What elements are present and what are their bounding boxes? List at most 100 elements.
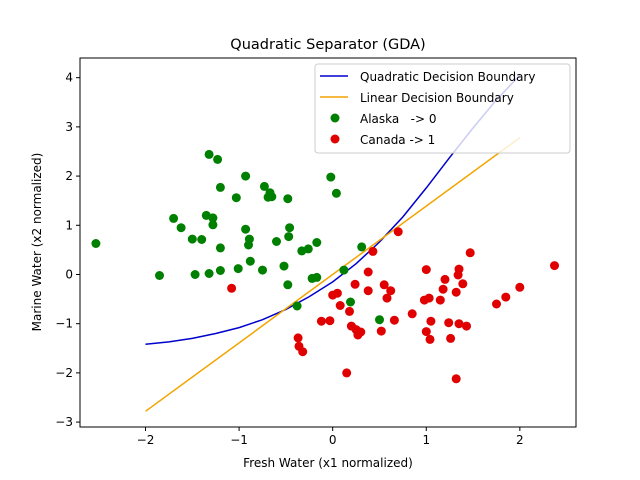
y-tick-label: 3 [65,120,73,134]
alaska-point [204,149,214,159]
plot-content [91,74,559,412]
canada-point [444,318,454,328]
alaska-point [283,194,293,204]
canada-point [293,333,303,343]
x-tick-label: 0 [329,433,337,447]
x-axis-ticks: −2 −1 0 1 2 [137,427,524,447]
y-tick-label: 1 [65,218,73,232]
legend-canada-swatch [330,134,340,144]
alaska-point [331,188,341,198]
alaska-point [285,223,295,233]
linear-boundary-line [145,137,521,412]
y-tick-label: 0 [65,267,73,281]
alaska-point [204,269,214,278]
y-tick-label: −2 [55,366,73,380]
alaska-point [375,315,384,325]
alaska-point [197,235,207,244]
legend-canada-label: Canada -> 1 [360,133,435,147]
alaska-point [241,171,251,181]
canada-point [376,326,386,336]
alaska-point [244,234,254,244]
alaska-point [169,213,179,223]
alaska-point [292,301,302,311]
alaska-point [213,154,223,164]
canada-point [426,316,436,326]
alaska-point [279,261,289,271]
y-tick-label: −1 [55,317,73,331]
canada-point [316,316,326,326]
alaska-point [231,193,241,203]
x-axis-label: Fresh Water (x1 normalized) [243,456,413,470]
canada-point [368,246,378,256]
canada-point [446,333,456,343]
canada-point [501,292,511,302]
canada-point [382,293,392,303]
alaska-point [215,243,225,253]
alaska-point [245,256,255,266]
alaska-point [263,192,273,202]
canada-point [550,261,559,271]
alaska-point [326,172,336,182]
canada-point [393,227,403,237]
y-tick-label: 4 [65,71,73,85]
data-points [91,149,559,384]
alaska-point [284,232,294,242]
alaska-point [312,238,322,247]
y-tick-label: 2 [65,169,73,183]
alaska-point [208,213,218,223]
legend-quadratic-label: Quadratic Decision Boundary [360,70,535,84]
alaska-point [357,242,367,252]
canada-point [438,284,448,294]
canada-point [451,374,461,384]
alaska-point [215,182,225,192]
canada-point [454,319,464,329]
alaska-point [215,266,225,275]
x-tick-label: −2 [137,433,155,447]
canada-point [440,274,450,284]
legend: Quadratic Decision Boundary Linear Decis… [314,63,571,154]
alaska-point [258,265,267,275]
x-tick-label: −1 [230,433,248,447]
canada-point [342,368,352,378]
canada-point [363,267,373,277]
canada-point [492,299,501,309]
alaska-point [190,270,200,279]
legend-linear-label: Linear Decision Boundary [360,91,514,105]
canada-point [325,316,335,326]
canada-point [454,264,464,274]
canada-point [407,309,417,319]
canada-point [465,248,475,258]
canada-point [421,327,431,337]
legend-alaska-label: Alaska -> 0 [360,112,437,126]
alaska-point [272,237,281,246]
canada-point [332,288,342,298]
alaska-point [241,224,251,234]
canada-point [435,295,445,305]
plot-frame [79,57,577,428]
canada-point [389,315,399,325]
canada-point [350,279,360,289]
alaska-point [187,234,197,244]
x-tick-label: 1 [422,433,430,447]
canada-point [421,265,431,275]
alaska-point [283,280,293,290]
alaska-point [155,271,164,280]
alaska-point [208,220,218,230]
canada-point [363,286,373,296]
y-axis-ticks: −3 −2 −1 0 1 2 3 4 [55,71,80,429]
canada-point [335,301,345,310]
y-tick-label: −3 [55,415,73,429]
legend-alaska-swatch [330,113,340,123]
canada-point [451,287,461,297]
alaska-point [91,239,101,248]
canada-point [227,283,237,293]
alaska-point [233,264,243,274]
chart-title: Quadratic Separator (GDA) [230,37,425,53]
canada-point [356,327,366,337]
canada-point [462,321,471,331]
canada-point [425,334,435,344]
legend-frame [314,63,571,154]
alaska-point [176,223,186,233]
canada-point [515,282,525,292]
